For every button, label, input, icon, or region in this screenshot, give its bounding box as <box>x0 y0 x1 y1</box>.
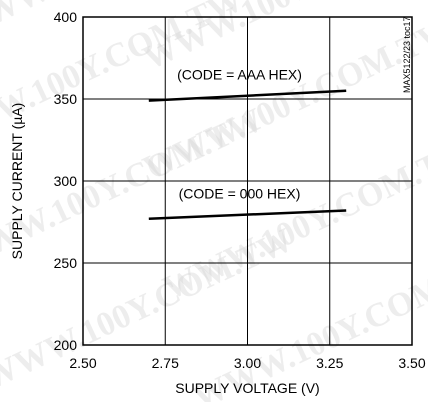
x-tick-labels: 2.50 2.75 3.00 3.25 3.50 <box>69 355 425 371</box>
x-tick-label: 3.50 <box>398 355 425 371</box>
plot-frame <box>82 16 413 346</box>
y-tick-label: 250 <box>54 255 78 271</box>
x-tick-label: 2.50 <box>69 355 96 371</box>
y-tick-label: 200 <box>54 337 78 353</box>
y-tick-label: 300 <box>54 173 78 189</box>
grid-lines <box>83 17 412 345</box>
y-tick-label: 350 <box>54 91 78 107</box>
series-line-1 <box>148 209 347 220</box>
x-axis-label: SUPPLY VOLTAGE (V) <box>175 380 319 396</box>
figure-id-label: MAX5122/23 toc17 <box>402 16 412 93</box>
y-tick-label: 400 <box>54 9 78 25</box>
series-lines <box>148 89 347 220</box>
annotations: (CODE = AAA HEX) (CODE = 000 HEX) <box>177 67 302 202</box>
x-tick-label: 2.75 <box>152 355 179 371</box>
series-annotation-0: (CODE = AAA HEX) <box>177 67 302 83</box>
x-tick-label: 3.25 <box>316 355 343 371</box>
series-annotation-1: (CODE = 000 HEX) <box>179 186 301 202</box>
y-tick-labels: 200 250 300 350 400 <box>54 9 78 353</box>
series-line-0 <box>148 89 347 102</box>
x-tick-label: 3.00 <box>234 355 261 371</box>
y-axis-label: SUPPLY CURRENT (µA) <box>9 103 25 260</box>
